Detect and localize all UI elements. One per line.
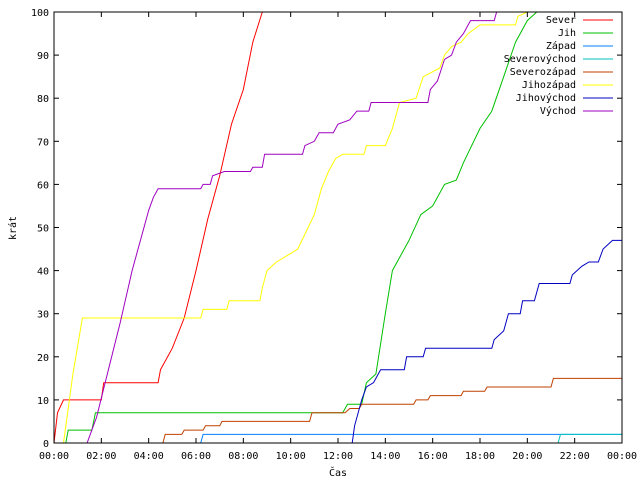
x-tick-label: 02:00 bbox=[86, 451, 116, 462]
x-tick-label: 12:00 bbox=[323, 451, 353, 462]
series-line-vychod bbox=[54, 11, 622, 444]
y-tick-label: 60 bbox=[37, 180, 49, 191]
x-tick-label: 04:00 bbox=[134, 451, 164, 462]
x-tick-label: 16:00 bbox=[418, 451, 448, 462]
legend-label-vychod: Východ bbox=[540, 105, 576, 117]
x-tick-label: 00:00 bbox=[607, 451, 637, 462]
y-tick-label: 20 bbox=[37, 353, 49, 364]
y-tick-label: 90 bbox=[37, 51, 49, 62]
series-line-jihovychod bbox=[54, 239, 622, 444]
y-tick-label: 70 bbox=[37, 137, 49, 148]
y-tick-label: 40 bbox=[37, 267, 49, 278]
y-tick-label: 30 bbox=[37, 310, 49, 321]
x-tick-label: 00:00 bbox=[39, 451, 69, 462]
x-axis-label: Čas bbox=[329, 466, 347, 479]
y-axis-label: krát bbox=[7, 216, 19, 240]
legend-label-severozapad: Severozápad bbox=[510, 66, 576, 78]
series-line-severozapad bbox=[54, 377, 622, 444]
legend-label-jihovychod: Jihovýchod bbox=[516, 92, 576, 104]
axis-ticks-group: 0 10 20 30 40 50 60 70 80 90 100 00:00 02:00 04:00 06:… bbox=[31, 8, 637, 462]
y-tick-label: 0 bbox=[43, 439, 49, 450]
x-tick-label: 10:00 bbox=[276, 451, 306, 462]
legend-label-sever: Sever bbox=[546, 15, 576, 26]
x-tick-label: 18:00 bbox=[465, 451, 495, 462]
x-tick-label: 08:00 bbox=[228, 451, 258, 462]
y-tick-label: 10 bbox=[37, 396, 49, 407]
legend-label-jih: Jih bbox=[558, 28, 576, 39]
legend-label-severovychod: Severovýchod bbox=[504, 53, 576, 65]
series-line-sever bbox=[53, 11, 263, 444]
y-tick-label: 100 bbox=[31, 8, 49, 19]
legend-label-jihozapad: Jihozápad bbox=[522, 79, 576, 91]
x-tick-label: 20:00 bbox=[512, 451, 542, 462]
x-tick-label: 22:00 bbox=[560, 451, 590, 462]
y-tick-label: 80 bbox=[37, 94, 49, 105]
legend-label-zapad: Západ bbox=[546, 40, 576, 52]
series-line-jih bbox=[54, 11, 538, 444]
series-line-jihozapad bbox=[54, 11, 622, 444]
x-tick-label: 14:00 bbox=[370, 451, 400, 462]
legend: SeverJihZápadSeverovýchodSeverozápadJiho… bbox=[504, 15, 613, 117]
x-tick-label: 06:00 bbox=[181, 451, 211, 462]
y-tick-label: 50 bbox=[37, 224, 49, 235]
